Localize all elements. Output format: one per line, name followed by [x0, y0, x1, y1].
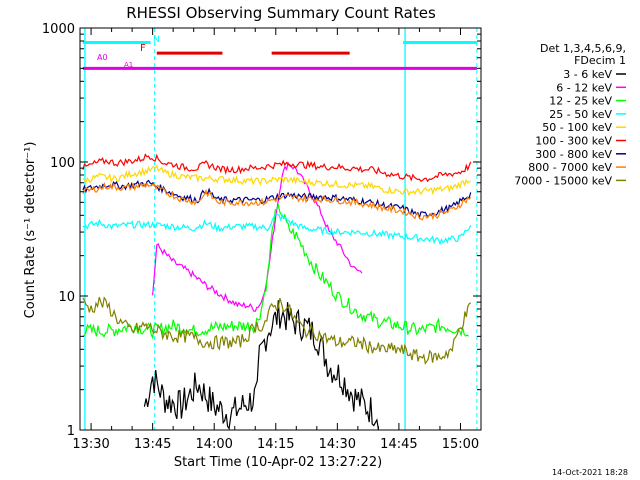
y-tick-label: 1000 [42, 22, 75, 37]
series-line-6-12-kev [152, 161, 363, 312]
legend-header: FDecim 1 [574, 54, 626, 67]
x-tick-label: 15:00 [442, 437, 479, 452]
x-tick-label: 13:45 [134, 437, 171, 452]
plot-frame [79, 27, 482, 431]
legend-entry: 6 - 12 keV [556, 81, 612, 94]
flag-label-a1: A1 [124, 61, 133, 69]
legend-entry: 7000 - 15000 keV [514, 174, 612, 187]
y-tick-label: 1 [67, 424, 75, 439]
legend-entry: 300 - 800 keV [535, 148, 612, 161]
date-stamp: 14-Oct-2021 18:28 [552, 468, 628, 477]
y-tick-label: 10 [58, 290, 75, 305]
series-line-800-7000-kev [82, 181, 472, 221]
legend-header: Det 1,3,4,5,6,9, [540, 42, 626, 55]
flag-label-f: F [140, 43, 146, 54]
legend-entry: 3 - 6 keV [563, 68, 612, 81]
x-axis-label: Start Time (10-Apr-02 13:27:22) [174, 455, 382, 470]
series-line-7000-15000-kev [82, 296, 472, 365]
x-tick-label: 14:15 [257, 437, 294, 452]
x-tick-label: 13:30 [72, 437, 109, 452]
flag-label-a0: A0 [97, 53, 108, 62]
series-line-100-300-kev [82, 153, 472, 183]
legend-entry: 12 - 25 keV [549, 95, 612, 108]
x-tick-label: 14:00 [195, 437, 232, 452]
y-axis-label: Count Rate (s⁻¹ detector⁻¹) [23, 142, 38, 319]
series-line-3-6-kev [143, 300, 379, 430]
x-tick-label: 14:45 [380, 437, 417, 452]
series-line-12-25-kev [82, 203, 470, 340]
chart-title: RHESSI Observing Summary Count Rates [126, 4, 436, 22]
legend-entry: 25 - 50 keV [549, 108, 612, 121]
series-line-50-100-kev [82, 164, 471, 197]
legend-entry: 800 - 7000 keV [528, 161, 612, 174]
series-line-25-50-kev [82, 212, 472, 246]
y-tick-label: 100 [50, 156, 75, 171]
legend-entry: 50 - 100 keV [542, 121, 612, 134]
legend-entry: 100 - 300 keV [535, 135, 612, 148]
flag-label-n: N [153, 35, 160, 45]
x-tick-label: 14:30 [319, 437, 356, 452]
